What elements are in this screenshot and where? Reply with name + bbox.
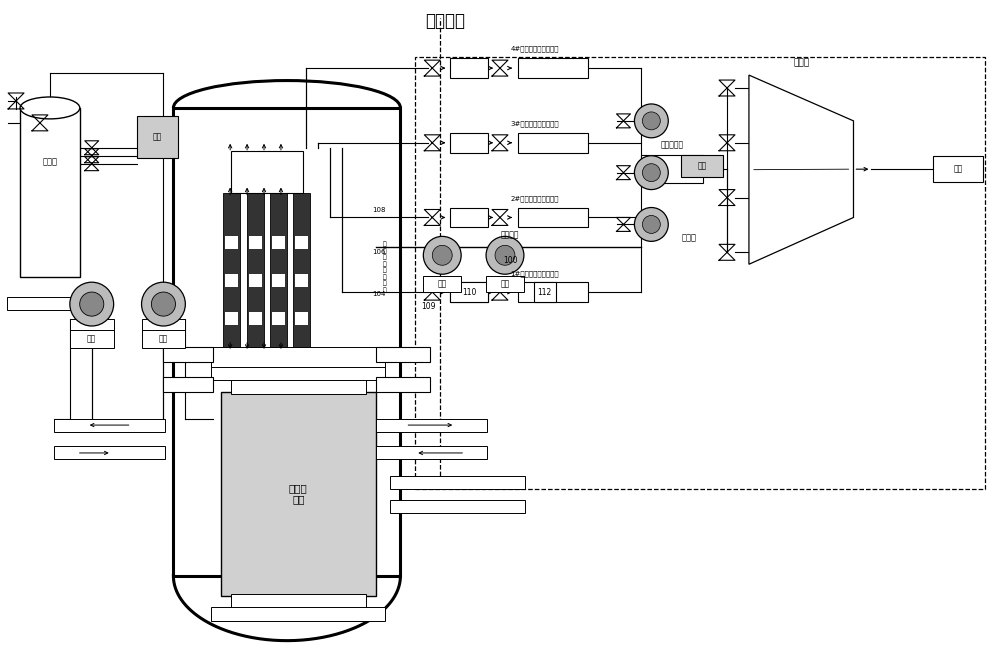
Text: 106: 106 [373,249,386,256]
Text: 100: 100 [503,256,517,265]
Circle shape [423,237,461,274]
Bar [270,192,287,347]
Circle shape [80,292,104,316]
Text: 主泵: 主泵 [159,334,168,344]
Bar [518,282,588,302]
Bar [450,207,488,228]
Text: 主给水管: 主给水管 [501,230,519,239]
Circle shape [151,292,175,316]
Circle shape [142,282,185,326]
Bar [20,108,80,277]
Bar [518,207,588,228]
Ellipse shape [20,97,80,119]
Bar [231,151,303,192]
Bar [272,274,285,287]
Bar [415,57,985,489]
Bar [221,392,376,596]
Circle shape [70,282,114,326]
Bar [225,274,238,287]
Text: 110: 110 [462,288,476,297]
Bar [450,282,488,302]
Circle shape [495,245,515,265]
Text: 反应堆
堆芯: 反应堆 堆芯 [289,483,308,505]
Bar [173,108,400,576]
Circle shape [642,215,660,233]
Bar [272,312,285,325]
Bar [295,274,308,287]
Text: 主泵: 主泵 [500,280,510,289]
Bar [450,133,488,153]
Bar [54,419,165,432]
Text: 主蒸汽母管: 主蒸汽母管 [661,140,684,149]
Polygon shape [749,75,853,264]
Text: 2#蒸汽发生器蒸汽管道: 2#蒸汽发生器蒸汽管道 [511,195,559,202]
Bar [450,58,488,78]
Bar [231,379,366,394]
Bar [293,192,310,347]
Bar [142,330,185,348]
Bar [295,312,308,325]
Circle shape [634,207,668,241]
Bar [223,192,240,347]
Bar [390,500,525,513]
Bar [376,447,487,460]
Text: 主泵: 主泵 [87,334,96,344]
Text: 104: 104 [373,291,386,297]
Bar [70,319,114,332]
Bar [70,330,114,348]
Bar [54,447,165,460]
Bar [247,192,264,347]
Bar [376,377,430,392]
Text: 3#蒸汽发生器蒸汽管道: 3#蒸汽发生器蒸汽管道 [511,121,559,127]
Bar [272,237,285,249]
Text: 1#蒸汽发生器蒸汽管道: 1#蒸汽发生器蒸汽管道 [511,270,559,276]
Circle shape [642,164,660,182]
Bar [518,133,588,153]
Text: 边界: 边界 [698,161,707,170]
Bar [249,274,262,287]
Bar [225,237,238,249]
Bar [681,155,723,177]
Bar [137,116,178,158]
Bar [390,477,525,489]
Text: 108: 108 [373,207,386,213]
Bar [933,156,983,182]
Text: 109: 109 [421,302,436,310]
Circle shape [432,245,452,265]
Text: 汽轮机: 汽轮机 [793,59,809,68]
Bar [7,297,85,310]
Bar [142,319,185,332]
Bar [163,347,213,362]
Bar [376,419,487,432]
Bar [211,347,385,367]
Bar [211,607,385,621]
Bar [518,58,588,78]
Text: 蒸
汽
发
生
器
二
次
侧: 蒸 汽 发 生 器 二 次 侧 [383,242,386,293]
Text: 边界: 边界 [153,132,162,141]
Text: 给水泵: 给水泵 [682,233,697,242]
Bar [423,276,461,292]
Bar [249,312,262,325]
Text: 流量边界: 流量边界 [425,12,465,30]
Circle shape [642,112,660,130]
Bar [486,276,524,292]
Bar [295,237,308,249]
Circle shape [634,104,668,138]
Text: 112: 112 [538,288,552,297]
Text: 边界: 边界 [953,165,963,173]
Bar [163,377,213,392]
Circle shape [634,156,668,190]
Text: 主泵: 主泵 [438,280,447,289]
Bar [641,155,703,183]
Bar [225,312,238,325]
Bar [249,237,262,249]
Bar [211,366,385,379]
Bar [376,347,430,362]
Text: 4#蒸汽发生器蒸汽管道: 4#蒸汽发生器蒸汽管道 [511,46,559,53]
Circle shape [486,237,524,274]
Text: 稳压器: 稳压器 [42,158,57,167]
Bar [534,282,556,302]
Bar [231,594,366,609]
Bar [450,282,488,302]
